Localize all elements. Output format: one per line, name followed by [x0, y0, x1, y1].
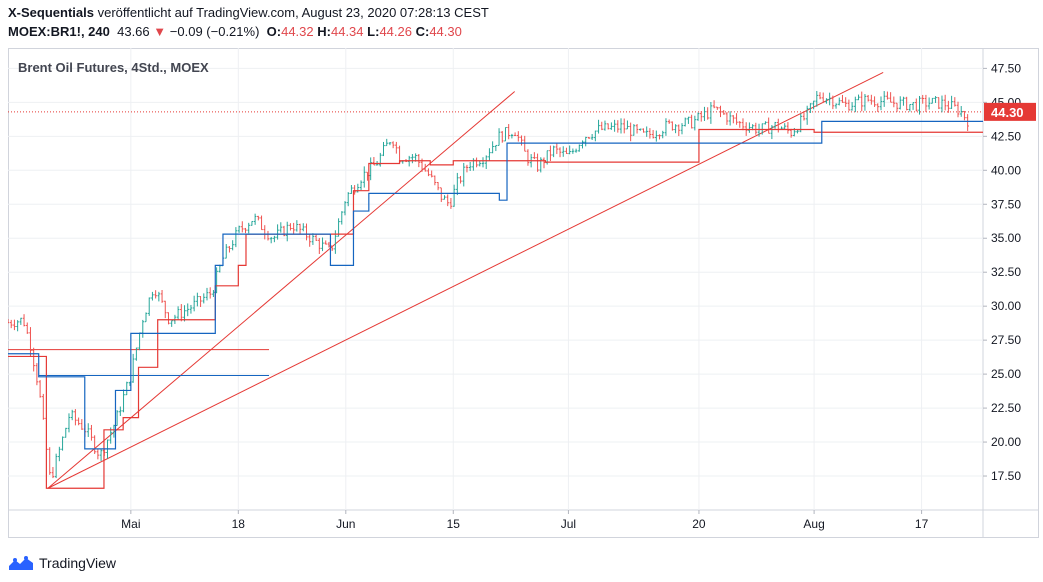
price-axis-label: 47.50	[991, 61, 1021, 75]
price-axis-label: 30.00	[991, 299, 1021, 313]
time-axis-label: 15	[447, 517, 461, 531]
brand-name: TradingView	[39, 555, 117, 571]
last-price-badge	[984, 102, 1036, 121]
blue-stop-line	[8, 120, 983, 450]
time-axis-label: Jun	[336, 517, 355, 531]
low-label: L:	[367, 24, 380, 39]
tradingview-logo-icon	[9, 556, 33, 570]
red-trend-line	[47, 72, 884, 489]
high-label: H:	[317, 24, 331, 39]
close-value: 44.30	[429, 24, 462, 39]
close-label: C:	[415, 24, 430, 39]
price-axis-label: 37.50	[991, 197, 1021, 211]
price-axis-label: 25.00	[991, 367, 1021, 381]
last-price-label: 44.30	[991, 105, 1024, 120]
author-name[interactable]: X-Sequentials	[8, 5, 94, 20]
price-axis-label: 40.00	[991, 163, 1021, 177]
time-axis-label: Aug	[803, 517, 824, 531]
price-axis-label: 35.00	[991, 231, 1021, 245]
price-axis-label: 27.50	[991, 333, 1021, 347]
symbol-info: MOEX:BR1!, 240 43.66 ▼ −0.09 (−0.21%) O:…	[8, 24, 462, 39]
price-chart[interactable]: Mai 18 Jun 15 Jul 20 Aug 17 17.50 20.00 22.50 25.0…	[8, 48, 1039, 538]
publish-info: X-Sequentials veröffentlicht auf Trading…	[8, 5, 489, 20]
price-change: −0.09 (−0.21%)	[169, 24, 260, 39]
time-axis-label: 17	[915, 517, 929, 531]
price-axis-label: 17.50	[991, 469, 1021, 483]
down-arrow-icon: ▼	[153, 24, 167, 39]
time-axis-label: Mai	[121, 517, 140, 531]
time-axis-label: 20	[692, 517, 706, 531]
high-value: 44.34	[330, 24, 364, 39]
price-axis-label: 32.50	[991, 265, 1021, 279]
publish-text: veröffentlicht auf TradingView.com, Augu…	[97, 5, 489, 20]
time-axis-label: Jul	[561, 517, 576, 531]
red-trend-line	[47, 91, 516, 489]
price-axis-label: 42.50	[991, 129, 1021, 143]
open-value: 44.32	[281, 24, 314, 39]
time-axis-label: 18	[232, 517, 246, 531]
chart-title: Brent Oil Futures, 4Std., MOEX	[18, 60, 209, 75]
symbol-label[interactable]: MOEX:BR1!, 240	[8, 24, 110, 39]
open-label: O:	[266, 24, 282, 39]
low-value: 44.26	[379, 24, 412, 39]
last-price: 43.66	[117, 24, 150, 39]
footer[interactable]: TradingView	[8, 552, 116, 574]
price-axis-label: 22.50	[991, 401, 1021, 415]
price-axis-label: 20.00	[991, 435, 1021, 449]
